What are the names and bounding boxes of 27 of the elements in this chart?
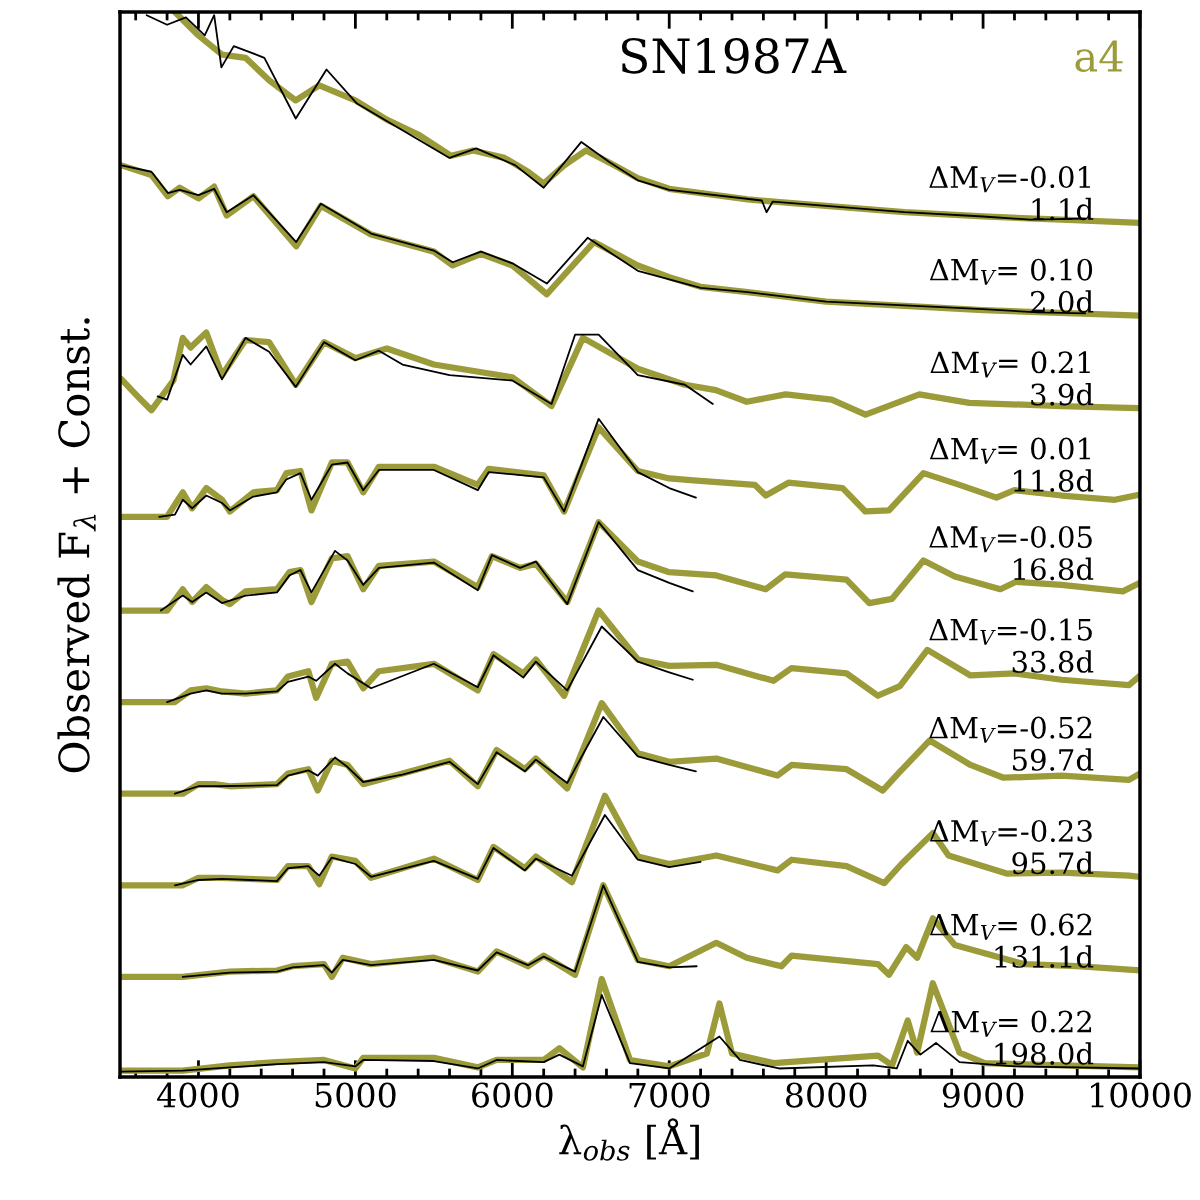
annotation: 198.0d — [995, 1042, 1094, 1065]
x-tick-label: 8000 — [785, 1082, 867, 1108]
x-tick-label: 6000 — [472, 1082, 553, 1108]
annotation: 16.8d — [1014, 557, 1094, 581]
annotation: ΔM$_{V}$= 0.21 — [930, 351, 1090, 378]
annotation: 95.7d — [1012, 851, 1094, 875]
annotation: 11.8d — [1014, 469, 1094, 492]
annotation: 2.0d — [1031, 290, 1094, 313]
x-axis-title: λ$_{obs}$ [Å] — [559, 1118, 699, 1161]
x-tick-label: 9000 — [942, 1082, 1024, 1108]
x-tick-label: 10000 — [1091, 1082, 1191, 1108]
annotation: ΔM$_{V}$=-0.52 — [929, 716, 1092, 743]
annotation: ΔM$_{V}$=-0.01 — [929, 165, 1090, 193]
text: a4 — [1075, 40, 1123, 73]
annotation: ΔM$_{V}$= 0.10 — [929, 258, 1093, 285]
y-axis-title: Observed F$_{λ}$ + Const. — [57, 318, 96, 773]
annotation: ΔM$_{V}$=-0.15 — [929, 618, 1092, 645]
chart-title: SN1987A — [621, 37, 847, 74]
annotation: ΔM$_{V}$=-0.23 — [929, 819, 1092, 847]
x-tick-label: 5000 — [315, 1082, 396, 1108]
annotation: ΔM$_{V}$=-0.05 — [929, 525, 1092, 553]
x-tick-label: 4000 — [157, 1082, 239, 1108]
annotation: 3.9d — [1031, 382, 1094, 406]
annotation: ΔM$_{V}$= 0.01 — [929, 437, 1090, 464]
annotation: 59.7d — [1012, 748, 1094, 771]
x-tick-label: 7000 — [629, 1082, 710, 1108]
annotation: 33.8d — [1012, 650, 1094, 673]
